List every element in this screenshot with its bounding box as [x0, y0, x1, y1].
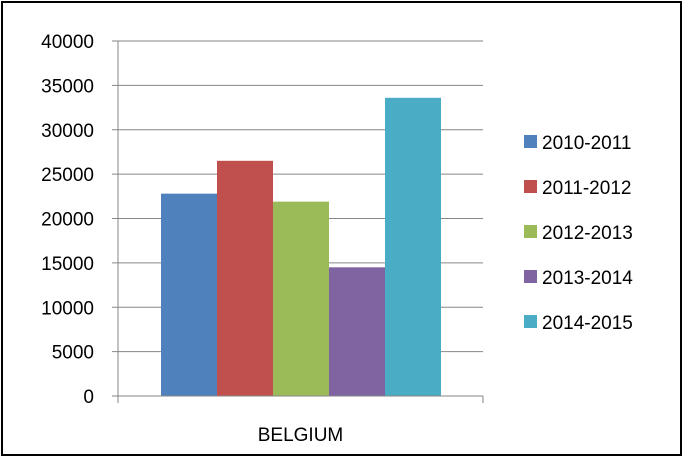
legend-swatch — [524, 315, 537, 328]
bar-chart: 0 5000 10000 15000 20000 25000 30000 35000 40000… — [41, 32, 633, 446]
bar-2010-2011 — [161, 193, 217, 396]
bar-2011-2012 — [217, 160, 273, 396]
y-tick-label: 30000 — [41, 121, 94, 142]
legend-swatch — [524, 135, 537, 148]
legend-label: 2012-2013 — [542, 223, 633, 244]
legend-label: 2013-2014 — [542, 268, 633, 289]
y-tick-label: 15000 — [41, 254, 94, 275]
legend-label: 2010-2011 — [542, 133, 631, 154]
legend-swatch — [524, 270, 537, 283]
legend-label: 2014-2015 — [542, 313, 633, 334]
y-tick-label: 20000 — [41, 210, 94, 231]
y-tick-label: 10000 — [41, 298, 94, 319]
y-tick-labels: 0 5000 10000 15000 20000 25000 30000 35000 40000 — [41, 32, 94, 408]
legend-label: 2011-2012 — [542, 178, 631, 199]
y-tick-label: 40000 — [41, 32, 94, 53]
bar-2014-2015 — [385, 97, 441, 397]
axes — [112, 40, 484, 403]
legend-swatch — [524, 225, 537, 238]
y-tick-label: 25000 — [41, 165, 94, 186]
x-category-labels: BELGIUM — [258, 425, 344, 446]
legend-swatch — [524, 180, 537, 193]
y-tick-label: 5000 — [52, 343, 94, 364]
y-tick-label: 0 — [83, 387, 94, 408]
bars — [161, 97, 441, 397]
bar-2013-2014 — [329, 267, 385, 396]
x-category-label: BELGIUM — [258, 425, 344, 446]
legend: 2010-2011 2011-2012 2012-2013 2013-2014 2014… — [524, 133, 633, 334]
bar-2012-2013 — [273, 201, 329, 396]
y-tick-label: 35000 — [41, 76, 94, 97]
